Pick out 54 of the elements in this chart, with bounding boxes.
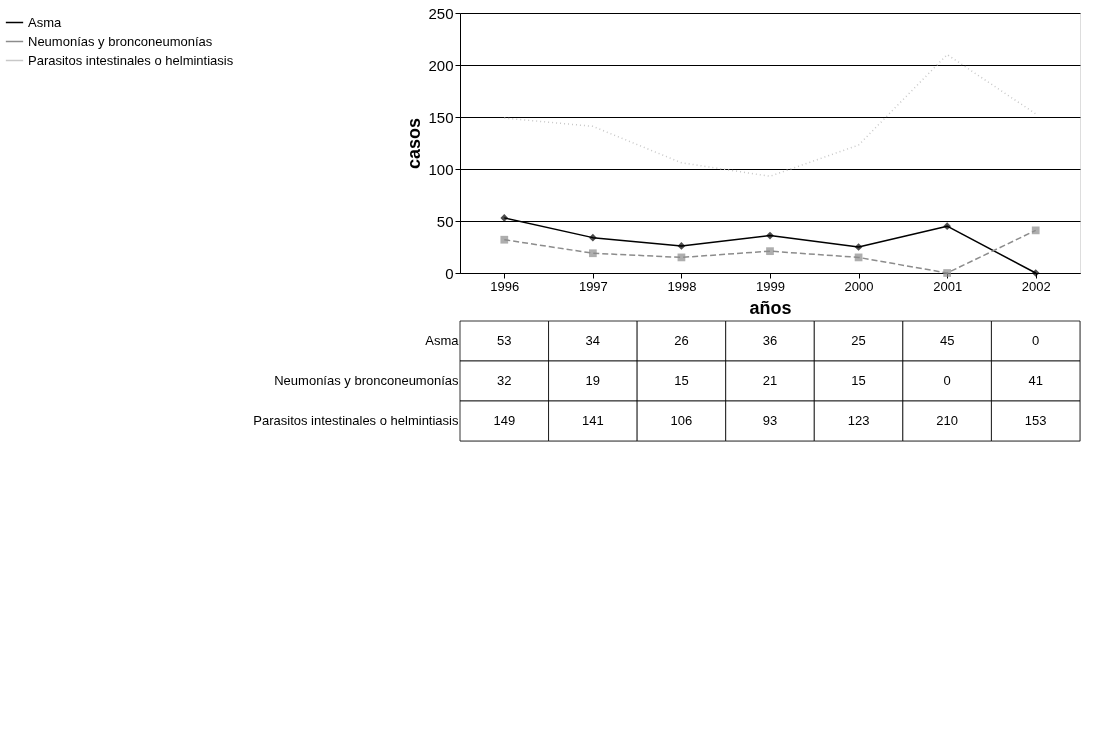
data-label: 53 (497, 333, 512, 348)
x-tick-label: 2000 (844, 278, 874, 294)
legend-label: Asma (28, 14, 62, 30)
data-label: 15 (851, 373, 866, 388)
data-label: 25 (851, 333, 866, 348)
data-label: 34 (585, 333, 601, 348)
data-label: 0 (1032, 333, 1040, 348)
point (943, 269, 952, 277)
y-tick-label: 100 (428, 160, 454, 178)
point (500, 235, 509, 244)
data-label: 45 (939, 333, 955, 348)
data-label: 106 (670, 413, 693, 428)
data-label: 36 (762, 333, 778, 348)
data-label: 141 (582, 413, 604, 428)
data-label: 149 (493, 413, 516, 428)
line-series (503, 53, 1037, 178)
data-label: 123 (847, 413, 870, 428)
text: Asma (425, 333, 459, 348)
legend-label: Parasitos intestinales o helmintiasis (28, 52, 234, 68)
y-tick-label: 250 (428, 4, 454, 22)
data-label: 153 (1024, 413, 1047, 428)
point (854, 243, 863, 251)
point (766, 247, 774, 256)
x-tick-label: 2002 (1021, 278, 1051, 294)
y-axis-title: casos (404, 117, 425, 170)
data-label: 21 (762, 373, 778, 388)
text: Neumonías y bronconeumonías (274, 373, 459, 388)
x-tick-label: 1999 (756, 278, 785, 294)
x-tick-label: 2001 (933, 278, 963, 294)
point (588, 249, 597, 258)
x-tick-label: 1998 (667, 278, 697, 294)
legend-label: Neumonías y bronconeumonías (28, 33, 213, 49)
data-label: 26 (674, 333, 689, 348)
point (943, 222, 952, 231)
data-label: 41 (1028, 373, 1043, 388)
point (677, 242, 686, 250)
point (588, 233, 597, 242)
data-label: 19 (585, 373, 601, 388)
x-tick-label: 1996 (490, 278, 520, 294)
data-label: 93 (762, 413, 778, 428)
data-label: 0 (943, 373, 951, 388)
point (1031, 226, 1040, 235)
x-axis-title: años (749, 297, 792, 318)
y-tick-label: 0 (445, 264, 454, 282)
point (766, 231, 774, 240)
data-label: 32 (497, 373, 512, 388)
text: Parasitos intestinales o helmintiasis (253, 413, 459, 428)
y-tick-label: 200 (428, 56, 454, 74)
y-tick-label: 50 (436, 212, 454, 230)
x-tick-label: 1997 (578, 278, 608, 294)
y-tick-label: 150 (428, 108, 454, 126)
data-label: 210 (936, 413, 958, 428)
data-label: 15 (674, 373, 689, 388)
point (500, 214, 509, 222)
